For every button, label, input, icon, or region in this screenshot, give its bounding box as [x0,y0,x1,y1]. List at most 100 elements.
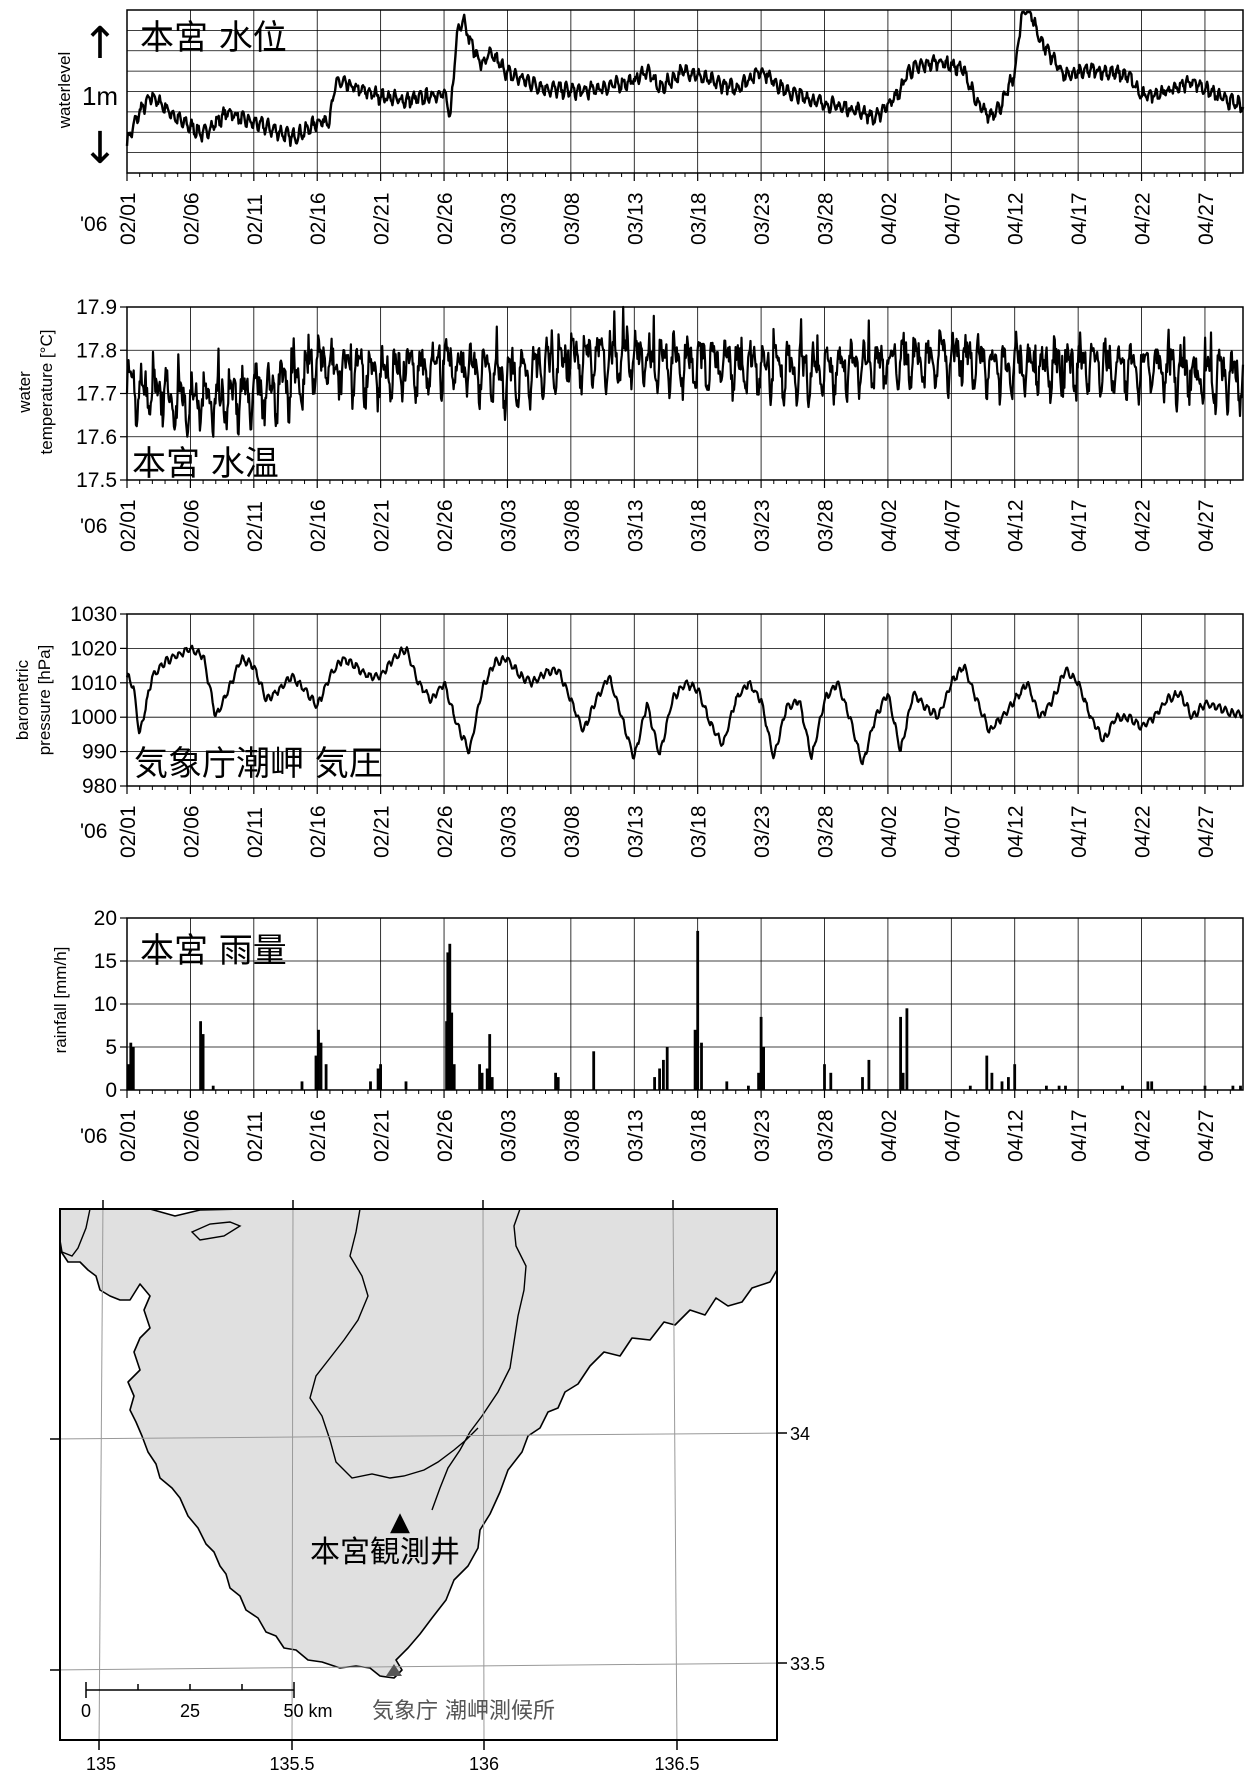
waterlevel-title: 本宮 水位 [140,18,287,58]
rainfall-bar [448,943,452,1090]
rainfall-bar [554,1072,557,1090]
x-tick-label: 04/02 [878,1109,901,1162]
rainfall-bar [665,1047,669,1090]
x-tick-label: 02/01 [117,499,140,552]
lon-label-135: 135 [86,1754,116,1773]
rainfall-year-label: '06 [80,1125,107,1148]
map-graticule [49,1199,788,1751]
rainfall-bar [131,1047,135,1090]
x-tick-label: 04/12 [1005,192,1028,245]
lon-label-136-5: 136.5 [654,1754,699,1773]
rainfall-bar [990,1072,994,1090]
temperature-y-tick-labels: 17.5 17.6 17.7 17.8 17.9 [76,296,127,492]
rainfall-bar [693,1029,697,1090]
x-tick-label: 02/06 [180,499,203,552]
rainfall-bar [319,1042,323,1090]
rainfall-bar [450,1012,454,1090]
rainfall-bar [759,1016,763,1090]
x-tick-label: 02/16 [307,499,330,552]
rainfall-bar [968,1085,972,1090]
x-tick-label: 04/27 [1195,805,1218,858]
temperature-grid [126,307,1243,488]
y-tick-label: 20 [94,907,117,930]
y-tick-label: 1010 [70,672,117,695]
waterlevel-series-line [125,10,1245,147]
temperature-ylabel-line2: temperature [°C] [37,330,56,455]
parallel-34 [49,1432,788,1440]
x-tick-label: 04/17 [1068,499,1091,552]
rainfall-bar [485,1068,489,1090]
rainfall-bar [488,1034,492,1090]
y-tick-label: 17.8 [76,339,117,362]
station-label: 本宮観測井 [310,1535,460,1570]
y-tick-label: 17.9 [76,296,117,319]
x-tick-label: 03/23 [751,499,774,552]
rainfall-bar [211,1085,215,1090]
rainfall-bar [700,1042,703,1090]
rainfall-x-tick-labels: 02/01 02/06 02/11 02/16 02/21 02/26 03/03 03/08… [117,1109,1218,1162]
x-tick-label: 04/12 [1005,805,1028,858]
rainfall-bar [653,1077,656,1090]
x-tick-label: 02/16 [307,805,330,858]
scale-label-25: 25 [180,1701,200,1721]
x-tick-label: 04/27 [1195,192,1218,245]
x-tick-label: 04/27 [1195,1109,1218,1162]
meridian-136 [482,1199,485,1751]
rainfall-ylabel: rainfall [mm/h] [51,947,70,1054]
x-tick-label: 04/12 [1005,499,1028,552]
rainfall-bar [1000,1081,1004,1090]
x-tick-label: 03/13 [624,1109,647,1162]
waterlevel-frame [126,9,1244,174]
temperature-panel: 本宮 水温 water temperature [°C] 17.517.617.… [15,296,1245,552]
rainfall-bar [1231,1085,1235,1090]
rainfall-bar [1121,1085,1124,1090]
scale-label-50km: 50 km [283,1701,332,1721]
jma-station-label: 気象庁 潮岬測候所 [372,1699,555,1724]
rainfall-bar [725,1081,729,1090]
x-tick-label: 02/06 [180,1109,203,1162]
map-prefecture-border-west [309,1208,479,1479]
x-tick-label: 02/11 [244,1111,267,1162]
temperature-title: 本宮 水温 [132,444,279,484]
rainfall-bar [747,1085,750,1090]
x-tick-label: 02/26 [434,499,457,552]
waterlevel-grid [126,10,1243,181]
x-tick-label: 04/22 [1132,499,1155,552]
x-tick-label: 04/12 [1005,1109,1028,1162]
rainfall-bar [201,1034,205,1090]
x-tick-label: 03/28 [815,192,838,245]
map-frame [59,1208,778,1741]
rainfall-bar [369,1081,372,1090]
rainfall-bar [901,1072,905,1090]
pressure-ylabel-line1: barometric [13,659,32,740]
rainfall-bar [662,1059,665,1090]
x-tick-label: 03/13 [624,192,647,245]
x-tick-label: 03/18 [688,499,711,552]
lat-label-34: 34 [790,1424,810,1444]
rainfall-bar [861,1077,864,1090]
x-tick-label: 04/02 [878,499,901,552]
x-tick-label: 02/26 [434,805,457,858]
map-prefecture-border-east [431,1208,527,1511]
x-tick-label: 03/08 [561,192,584,245]
x-tick-label: 02/01 [117,192,140,245]
rainfall-bar [300,1081,304,1090]
map-scale-bar [85,1682,295,1698]
jma-marker-icon [386,1664,402,1676]
x-tick-label: 02/26 [434,1109,457,1162]
x-tick-label: 03/28 [815,1109,838,1162]
waterlevel-panel: 本宮 水位 waterlevel ↑ 1m ↓ 02/01 02/06 02/11 0… [55,9,1245,245]
x-tick-label: 04/07 [941,499,964,552]
x-tick-label: 04/27 [1195,499,1218,552]
temperature-ylabel-line1: water [15,371,34,414]
rainfall-bar [829,1072,833,1090]
rainfall-y-tick-labels: 0 5 10 15 20 [94,907,127,1102]
x-tick-label: 04/02 [878,805,901,858]
x-tick-label: 04/17 [1068,805,1091,858]
x-tick-label: 03/03 [497,805,520,858]
meridian-136-5 [672,1199,678,1751]
y-tick-label: 990 [82,741,117,764]
y-tick-label: 0 [105,1079,117,1102]
x-tick-label: 02/21 [371,1109,394,1162]
